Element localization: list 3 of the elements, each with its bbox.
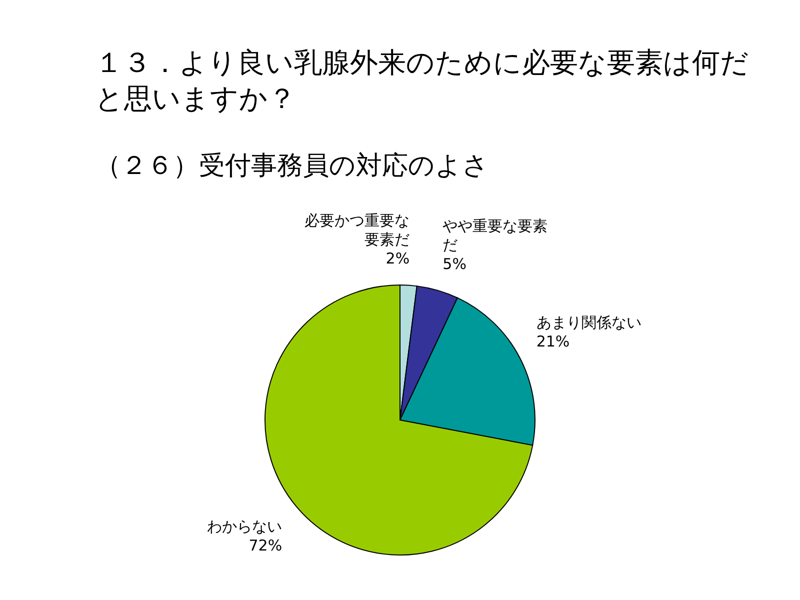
title: と思いますか？ [95, 82, 296, 115]
title: １３．より良い乳腺外来のために必要な要素は何だ [95, 46, 749, 79]
subtitle: （２６）受付事務員の対応のよさ [95, 151, 489, 181]
